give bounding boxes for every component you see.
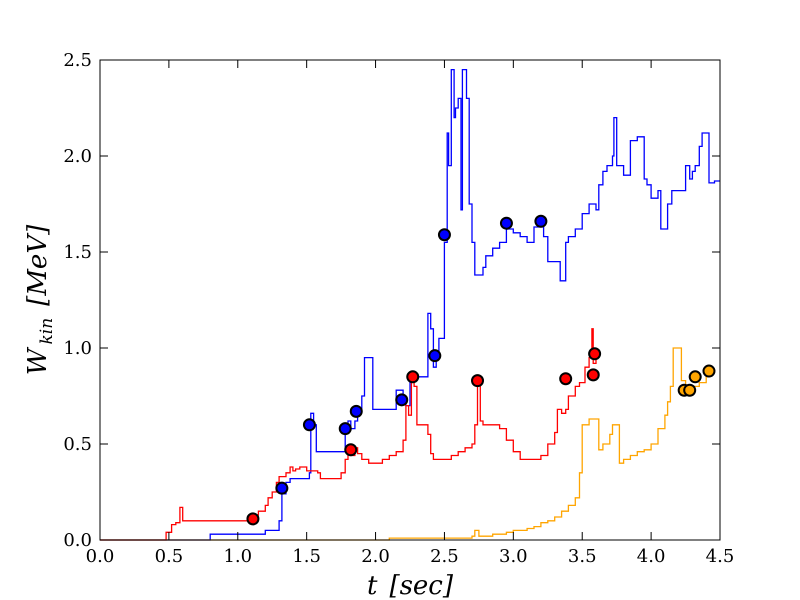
y-axis-label-sub: kin [37, 318, 57, 345]
y-tick-label: 2.5 [63, 50, 92, 71]
x-tick-label: 1.5 [292, 546, 321, 567]
x-tick-label: 1.0 [223, 546, 252, 567]
y-tick-label: 1.5 [63, 242, 92, 263]
x-tick-label: 3.0 [499, 546, 528, 567]
series-2-marker [688, 370, 702, 384]
plot-area [99, 59, 721, 541]
y-axis: 0.0 0.5 1.0 1.5 2.0 2.5 [63, 50, 720, 551]
series-layer [100, 68, 720, 541]
series-1-marker [586, 368, 600, 382]
series-1-marker [588, 347, 602, 361]
series-line-1 [100, 328, 597, 541]
y-axis-label: W kin [MeV] [23, 224, 57, 375]
series-1-marker [559, 372, 573, 386]
series-1-marker [406, 370, 420, 384]
series-line-2 [100, 347, 712, 541]
x-axis-label-unit: [sec] [389, 571, 453, 600]
x-tick-label: 0.0 [86, 546, 115, 567]
series-1-marker [344, 443, 358, 457]
y-tick-label: 0.5 [63, 434, 92, 455]
x-tick-label: 3.5 [568, 546, 597, 567]
x-axis-label: t [sec] [367, 571, 454, 600]
plot-frame [99, 59, 721, 541]
series-2-marker [683, 383, 697, 397]
y-tick-label: 2.0 [63, 146, 92, 167]
series-0-marker [437, 228, 451, 242]
series-0-marker [349, 404, 363, 418]
series-0-marker [499, 216, 513, 230]
series-0-marker [302, 418, 316, 432]
series-2-marker [702, 364, 716, 378]
series-1-marker [471, 374, 485, 388]
x-tick-label: 2.0 [361, 546, 390, 567]
series-0-marker [534, 214, 548, 228]
y-axis-label-main: W [23, 346, 53, 375]
series-0-marker [338, 422, 352, 436]
y-tick-label: 1.0 [63, 338, 92, 359]
series-1-marker [246, 512, 260, 526]
series-line-0 [100, 68, 720, 541]
y-axis-label-unit: [MeV] [23, 224, 53, 306]
series-0-marker [395, 393, 409, 407]
x-axis: 0.0 0.5 1.0 1.5 2.0 2.5 3.0 3.5 4.0 4.5 [86, 60, 735, 567]
x-axis-label-main: t [367, 571, 378, 600]
x-tick-label: 0.5 [155, 546, 184, 567]
series-0-marker [428, 349, 442, 363]
y-tick-label: 0.0 [63, 530, 92, 551]
x-tick-label: 4.0 [637, 546, 666, 567]
plot-frame-top [99, 59, 721, 541]
x-tick-label: 4.5 [706, 546, 735, 567]
series-0-marker [275, 481, 289, 495]
x-tick-label: 2.5 [430, 546, 459, 567]
marker-layer [246, 214, 716, 526]
